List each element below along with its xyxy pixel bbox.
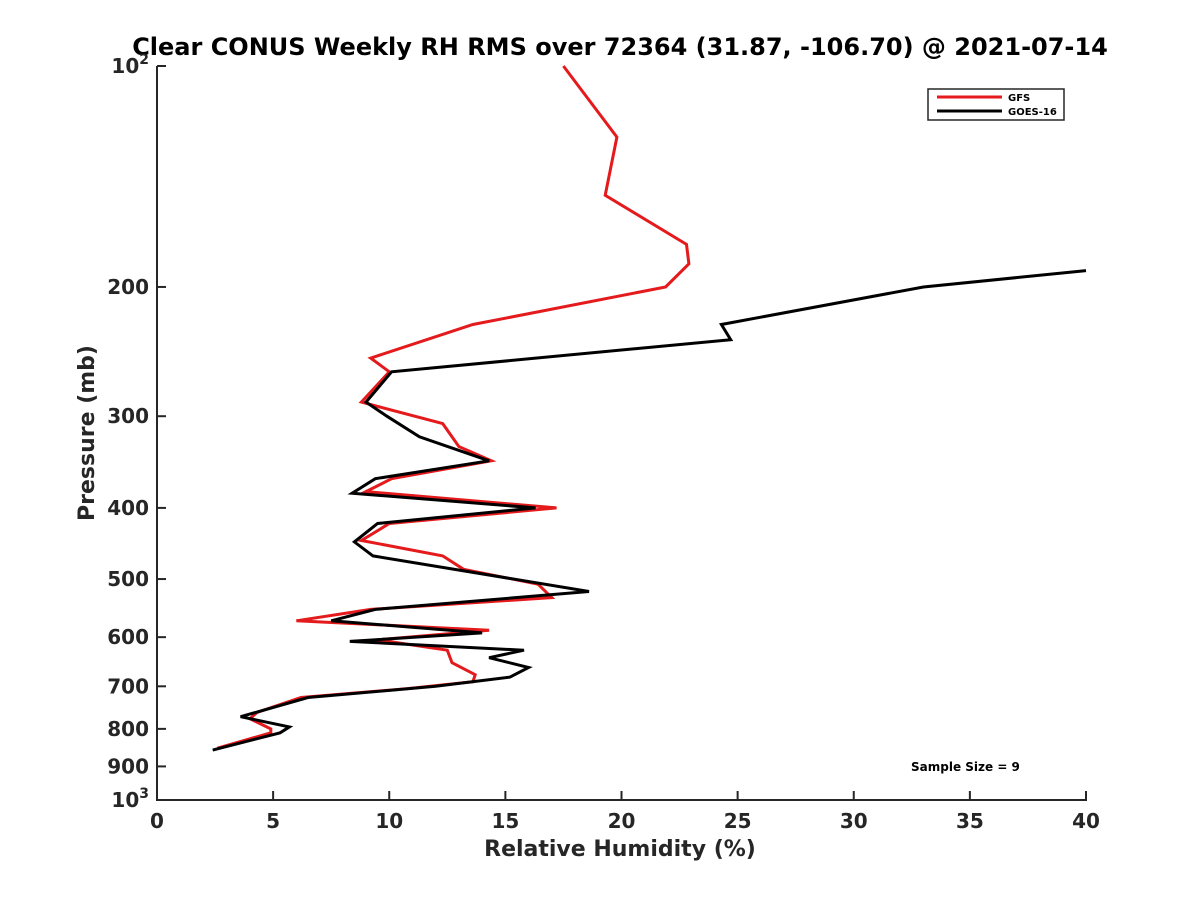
y-tick-label: 700 — [107, 674, 149, 698]
sample-size-annotation: Sample Size = 9 — [911, 760, 1020, 774]
x-tick-label: 20 — [608, 809, 636, 833]
legend: GFS GOES-16 — [927, 88, 1065, 121]
x-tick-label: 10 — [375, 809, 403, 833]
y-tick-label: 800 — [107, 717, 149, 741]
y-tick-label: 500 — [107, 567, 149, 591]
y-tick-label: 200 — [107, 275, 149, 299]
y-tick-label: 600 — [107, 625, 149, 649]
chart-title: Clear CONUS Weekly RH RMS over 72364 (31… — [132, 33, 1108, 61]
x-tick-label: 30 — [840, 809, 868, 833]
legend-box — [927, 88, 1065, 121]
x-tick-label: 15 — [491, 809, 519, 833]
y-axis-ticks: 102 200 300 400 500 600 700 800 900 103 — [107, 52, 166, 812]
x-axis-label: Relative Humidity (%) — [484, 837, 756, 862]
y-tick-label: 400 — [107, 496, 149, 520]
x-tick-label: 5 — [266, 809, 280, 833]
x-tick-label: 40 — [1072, 809, 1100, 833]
legend-label-goes16: GOES-16 — [1008, 107, 1057, 118]
y-tick-label: 300 — [107, 404, 149, 428]
legend-label-gfs: GFS — [1008, 93, 1030, 104]
y-axis-label: Pressure (mb) — [75, 345, 100, 521]
x-tick-label: 0 — [150, 809, 164, 833]
y-tick-label: 103 — [111, 786, 149, 812]
plot-frame — [157, 66, 1086, 800]
series-layer — [212, 65, 1087, 752]
x-axis-ticks: 0 5 10 15 20 25 30 35 40 — [150, 791, 1100, 833]
series-line-goes-16 — [212, 269, 1087, 752]
x-tick-label: 35 — [956, 809, 984, 833]
x-tick-label: 25 — [724, 809, 752, 833]
y-tick-label: 102 — [111, 52, 149, 78]
y-tick-label: 900 — [107, 754, 149, 778]
